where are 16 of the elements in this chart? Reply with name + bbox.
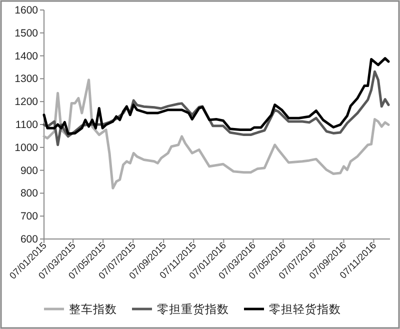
y-tick-label: 1600 bbox=[14, 4, 38, 16]
y-tick-label: 600 bbox=[20, 234, 38, 246]
y-tick-label: 1500 bbox=[14, 27, 38, 40]
y-tick-label: 1000 bbox=[14, 142, 38, 154]
y-tick-label: 800 bbox=[20, 188, 38, 200]
y-tick-label: 1200 bbox=[14, 96, 38, 108]
legend-label: 零担轻货指数 bbox=[269, 303, 341, 316]
y-tick-label: 700 bbox=[20, 210, 38, 223]
y-tick-label: 900 bbox=[20, 164, 38, 177]
y-tick-label: 1400 bbox=[14, 50, 38, 62]
line-series bbox=[42, 78, 390, 190]
y-tick-label: 1300 bbox=[14, 73, 38, 86]
line-series bbox=[42, 57, 390, 135]
legend-label: 整车指数 bbox=[69, 302, 117, 316]
legend-label: 零担重货指数 bbox=[157, 303, 229, 316]
y-tick-label: 1100 bbox=[15, 119, 38, 131]
